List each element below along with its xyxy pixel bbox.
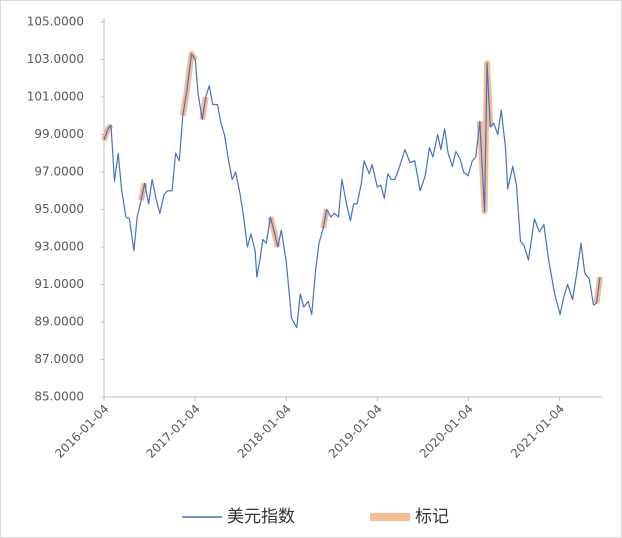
y-tick-label: 87.0000 <box>34 352 84 366</box>
y-tick-label: 105.0000 <box>27 15 84 29</box>
y-tick-label: 85.0000 <box>34 390 84 404</box>
legend-label: 美元指数 <box>227 507 295 527</box>
y-tick-label: 97.0000 <box>34 165 84 179</box>
y-tick-label: 103.0000 <box>27 52 84 66</box>
data-line <box>103 53 601 329</box>
y-tick-label: 91.0000 <box>34 277 84 291</box>
y-tick-label: 101.0000 <box>27 90 84 104</box>
y-tick-label: 93.0000 <box>34 240 84 254</box>
legend-label: 标记 <box>415 507 449 527</box>
legend: 美元指数 标记 <box>182 507 449 527</box>
y-tick-label: 89.0000 <box>34 315 84 329</box>
y-tick-label: 99.0000 <box>34 127 84 141</box>
y-tick-label: 95.0000 <box>34 202 84 216</box>
